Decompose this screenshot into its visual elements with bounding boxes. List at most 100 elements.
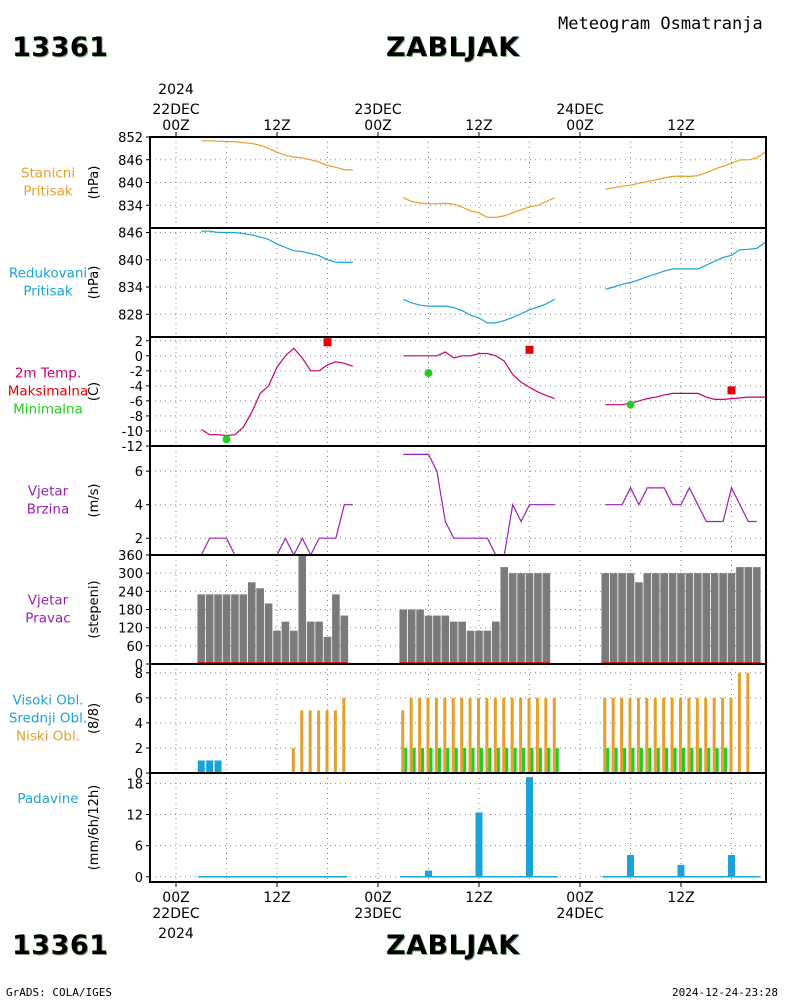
cloud-low-bar (418, 697, 422, 773)
wind-direction-bar (534, 573, 542, 664)
precip-bar (475, 812, 483, 877)
cloud-low-bar (645, 697, 649, 773)
wind-direction-bar (508, 573, 517, 664)
tmax-marker (323, 338, 332, 347)
wind-direction-bar (719, 573, 727, 664)
cloud-high-bar (197, 760, 205, 773)
precip-bar (425, 870, 432, 877)
cloud-low-bar (679, 697, 682, 773)
y-tick-label: 6 (135, 465, 143, 480)
panel-label: Srednji Obl. (9, 711, 87, 727)
cloud-low-bar (704, 697, 708, 773)
wind-direction-bar (449, 621, 458, 664)
wind-direction-bar (525, 573, 534, 664)
wind-direction-bar (475, 630, 483, 664)
y-tick-label: -10 (122, 425, 143, 440)
cloud-low-bar (695, 697, 699, 773)
wind-direction-bar (736, 567, 744, 664)
panel-label: Maksimalna (8, 384, 89, 400)
y-tick-label: 6 (135, 692, 143, 707)
y-tick-label: 12 (126, 809, 143, 824)
y-tick-label: -4 (130, 380, 143, 395)
cloud-low-bar (746, 672, 750, 773)
cloud-low-bar (662, 697, 666, 773)
wind-direction-bar (483, 630, 492, 664)
y-tick-label: -8 (130, 410, 143, 425)
y-tick-label: 60 (126, 640, 143, 655)
cloud-mid-bar (555, 747, 559, 773)
tmin-marker (424, 369, 433, 378)
wind-direction-bar (635, 582, 643, 664)
x-tick-label-top: 24DEC (556, 102, 603, 118)
cloud-low-bar (485, 697, 489, 773)
y-tick-label: -2 (130, 365, 143, 380)
wind-direction-bar (433, 615, 441, 664)
series-line-wind_speed (403, 453, 555, 555)
x-tick-label-top: 12Z (667, 118, 694, 134)
wind-direction-bar (466, 630, 475, 664)
panel-reduced_pressure-plot (150, 228, 766, 337)
wind-direction-bar (340, 615, 349, 664)
wind-direction-bar (744, 567, 753, 664)
wind-direction-bar (542, 573, 551, 664)
y-tick-label: 840 (118, 254, 143, 269)
wind-direction-bar (694, 573, 702, 664)
series-line-station_pressure (201, 140, 353, 171)
wind-direction-bar (231, 594, 239, 664)
x-tick-label-bottom: 12Z (667, 890, 694, 906)
cloud-low-bar (468, 697, 472, 773)
x-tick-label-bottom: 00Z (566, 890, 593, 906)
wind-direction-bar (685, 573, 694, 664)
tmin-marker (626, 400, 635, 409)
y-tick-label: 2 (135, 742, 143, 757)
cloud-low-bar (510, 697, 514, 773)
cloud-low-bar (721, 697, 725, 773)
wind-direction-bar (458, 621, 466, 664)
cloud-high-bar (214, 760, 222, 773)
cloud-low-bar (325, 710, 329, 773)
cloud-low-bar (333, 710, 337, 773)
precip-bar (677, 864, 685, 877)
cloud-low-bar (603, 697, 607, 773)
cloud-mid-bar (715, 747, 719, 773)
cloud-low-bar (502, 697, 506, 773)
cloud-low-bar (434, 697, 438, 773)
y-axis-unit: (8/8) (87, 703, 102, 734)
station-id-bottom: 13361 (12, 930, 109, 961)
cloud-low-bar (620, 697, 624, 773)
wind-direction-bar (256, 588, 264, 664)
wind-direction-bar (601, 573, 610, 664)
series-line-reduced_pressure (605, 242, 766, 290)
y-axis-unit: (hPa) (87, 266, 102, 300)
y-axis-unit: (mm/6h/12h) (87, 785, 102, 871)
cloud-low-bar (291, 747, 295, 773)
cloud-high-bar (206, 760, 214, 773)
cloud-low-bar (653, 697, 657, 773)
wind-direction-bar (416, 609, 424, 664)
wind-direction-bar (281, 621, 290, 664)
wind-direction-bar (492, 621, 500, 664)
y-tick-label: 2 (135, 335, 143, 350)
panel-label: Vjetar (28, 593, 69, 609)
wind-direction-bar (651, 573, 660, 664)
cloud-mid-bar (505, 747, 509, 773)
panel-frame-reduced_pressure (149, 227, 767, 338)
y-tick-label: 0 (135, 658, 143, 673)
y-axis-unit: (hPa) (87, 166, 102, 200)
panel-station_pressure-plot (150, 137, 766, 228)
cloud-mid-bar (648, 747, 652, 773)
cloud-low-bar (401, 710, 405, 773)
wind-direction-bar (290, 630, 298, 664)
series-line-temperature (403, 351, 555, 400)
cloud-low-bar (451, 697, 455, 773)
cloud-mid-bar (488, 747, 492, 773)
panel-frame-precip (149, 772, 767, 883)
cloud-low-bar (308, 710, 312, 773)
y-tick-label: 0 (135, 767, 143, 782)
y-tick-label: 4 (135, 717, 143, 732)
y-tick-label: 4 (135, 499, 143, 514)
cloud-mid-bar (404, 747, 408, 773)
panel-clouds-plot (150, 664, 766, 773)
y-tick-label: 120 (118, 622, 143, 637)
cloud-low-bar (636, 697, 640, 773)
